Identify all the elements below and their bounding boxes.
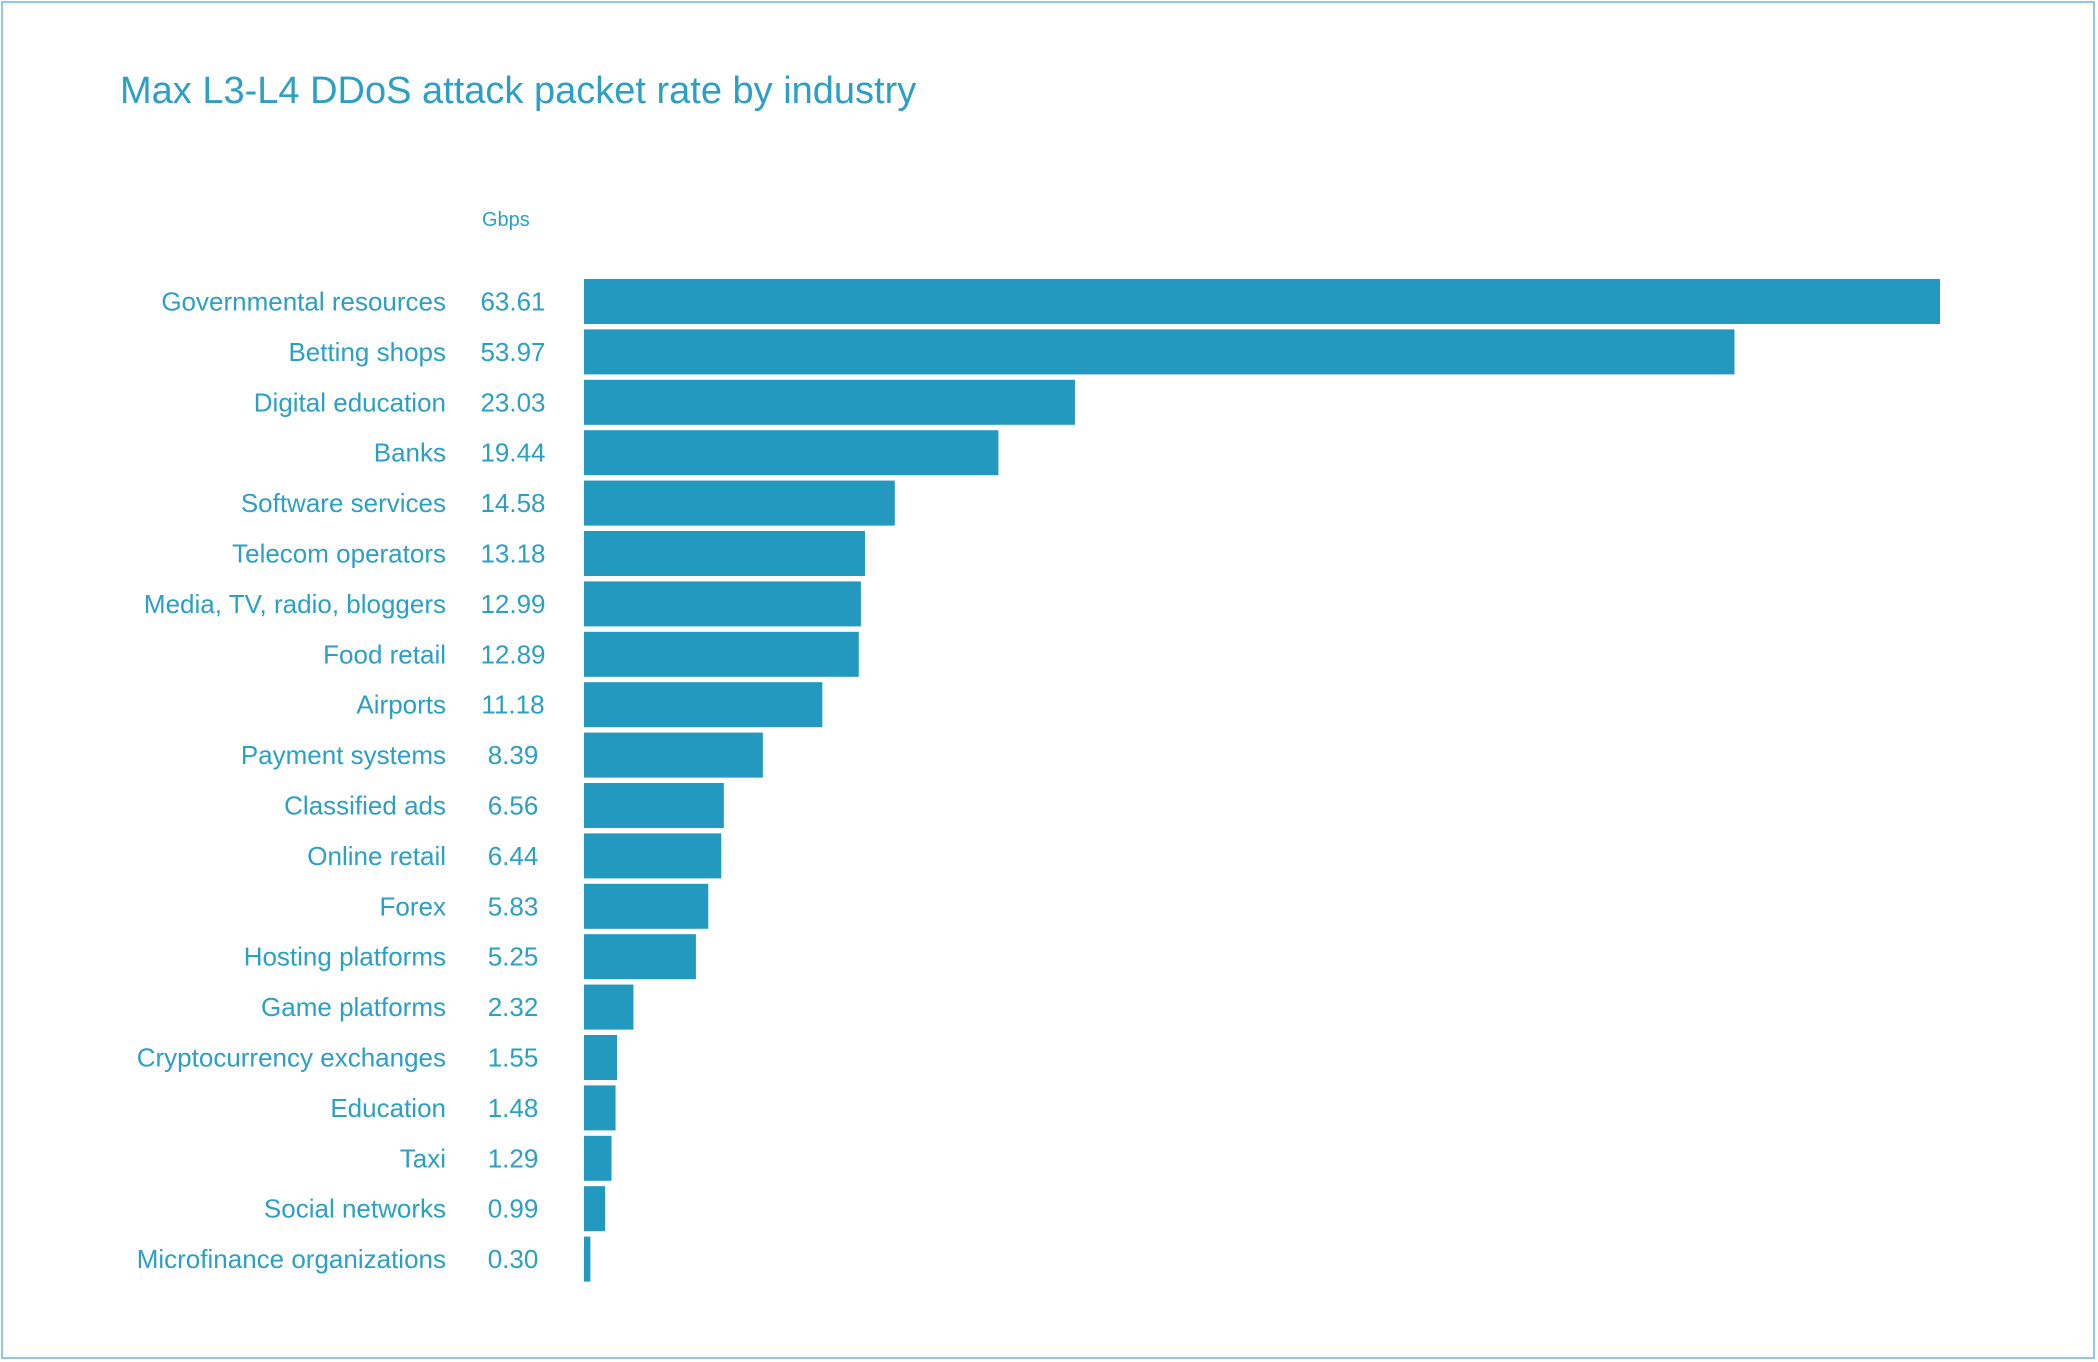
category-label: Classified ads — [284, 791, 446, 821]
category-label: Telecom operators — [232, 539, 446, 569]
bar — [584, 581, 861, 627]
bar — [584, 682, 823, 728]
bar — [584, 631, 859, 677]
bar — [584, 430, 999, 476]
bar — [584, 531, 865, 576]
bar — [584, 984, 634, 1030]
value-label: 5.83 — [488, 891, 539, 921]
value-label: 23.03 — [480, 387, 545, 417]
value-label: 0.99 — [488, 1194, 539, 1224]
category-label: Education — [330, 1093, 446, 1123]
value-label: 63.61 — [480, 287, 545, 317]
category-label: Airports — [356, 690, 446, 720]
category-label: Microfinance organizations — [137, 1244, 446, 1274]
category-label: Banks — [374, 438, 446, 468]
bar — [584, 1085, 616, 1131]
bar — [584, 1135, 612, 1181]
value-label: 8.39 — [488, 740, 539, 770]
category-label: Hosting platforms — [244, 942, 446, 972]
bar — [584, 833, 722, 879]
value-label: 13.18 — [480, 539, 545, 569]
value-label: 12.89 — [480, 639, 545, 669]
bar — [584, 883, 709, 929]
category-label: Online retail — [307, 841, 446, 871]
category-label: Taxi — [400, 1143, 446, 1173]
value-label: 1.55 — [488, 1043, 539, 1073]
value-label: 53.97 — [480, 337, 545, 367]
bar — [584, 1035, 618, 1080]
category-label: Food retail — [323, 639, 446, 669]
bar — [584, 732, 763, 778]
value-label: 2.32 — [488, 992, 539, 1022]
bar — [584, 480, 895, 526]
category-label: Betting shops — [288, 337, 446, 367]
category-label: Software services — [241, 488, 446, 518]
bar — [584, 1236, 591, 1282]
bar — [584, 379, 1075, 425]
category-label: Media, TV, radio, bloggers — [144, 589, 446, 619]
category-label: Payment systems — [241, 740, 446, 770]
bar — [584, 1186, 606, 1232]
value-label: 11.18 — [481, 690, 544, 720]
bar — [584, 279, 1940, 324]
category-label: Cryptocurrency exchanges — [137, 1043, 446, 1073]
category-label: Digital education — [254, 387, 446, 417]
value-label: 0.30 — [488, 1244, 539, 1274]
value-label: 1.29 — [488, 1143, 539, 1173]
value-label: 5.25 — [488, 942, 539, 972]
bar — [584, 329, 1735, 375]
chart-title: Max L3-L4 DDoS attack packet rate by ind… — [120, 70, 917, 112]
value-label: 12.99 — [480, 589, 545, 619]
bar — [584, 934, 696, 980]
category-label: Social networks — [264, 1194, 446, 1224]
value-label: 14.58 — [480, 488, 545, 518]
bar — [584, 783, 724, 828]
value-label: 6.44 — [488, 841, 539, 871]
value-label: 1.48 — [488, 1093, 539, 1123]
value-label: 19.44 — [480, 438, 545, 468]
category-label: Forex — [380, 891, 446, 921]
value-label: 6.56 — [488, 791, 539, 821]
category-label: Governmental resources — [161, 287, 446, 317]
category-label: Game platforms — [261, 992, 446, 1022]
unit-label: Gbps — [482, 209, 530, 231]
